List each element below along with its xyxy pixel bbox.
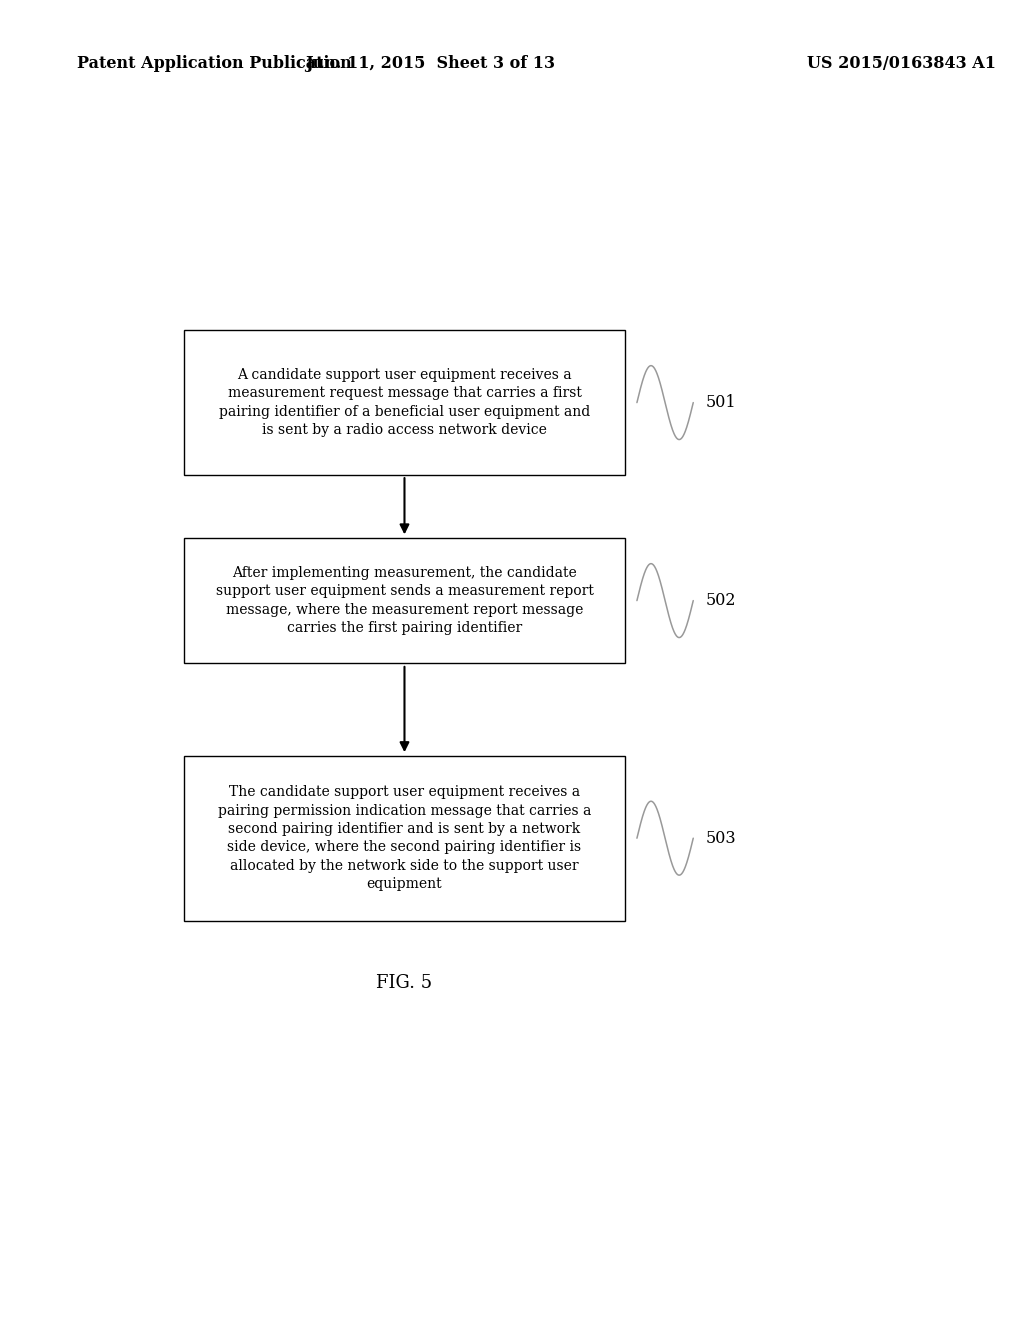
Text: A candidate support user equipment receives a
measurement request message that c: A candidate support user equipment recei…	[219, 368, 590, 437]
Text: Jun. 11, 2015  Sheet 3 of 13: Jun. 11, 2015 Sheet 3 of 13	[305, 55, 555, 71]
Text: The candidate support user equipment receives a
pairing permission indication me: The candidate support user equipment rec…	[218, 785, 591, 891]
FancyBboxPatch shape	[184, 330, 625, 475]
Text: US 2015/0163843 A1: US 2015/0163843 A1	[807, 55, 995, 71]
Text: After implementing measurement, the candidate
support user equipment sends a mea: After implementing measurement, the cand…	[215, 566, 594, 635]
Text: 502: 502	[706, 593, 736, 609]
Text: FIG. 5: FIG. 5	[377, 974, 432, 993]
FancyBboxPatch shape	[184, 755, 625, 921]
Text: 503: 503	[706, 830, 736, 846]
FancyBboxPatch shape	[184, 539, 625, 663]
Text: Patent Application Publication: Patent Application Publication	[77, 55, 351, 71]
Text: 501: 501	[706, 395, 736, 411]
